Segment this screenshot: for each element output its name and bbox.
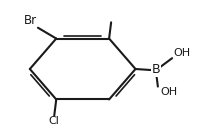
Text: OH: OH [160,87,177,97]
Text: Cl: Cl [49,116,60,126]
Text: B: B [152,63,160,76]
Text: OH: OH [173,47,190,58]
Text: Br: Br [24,14,37,27]
